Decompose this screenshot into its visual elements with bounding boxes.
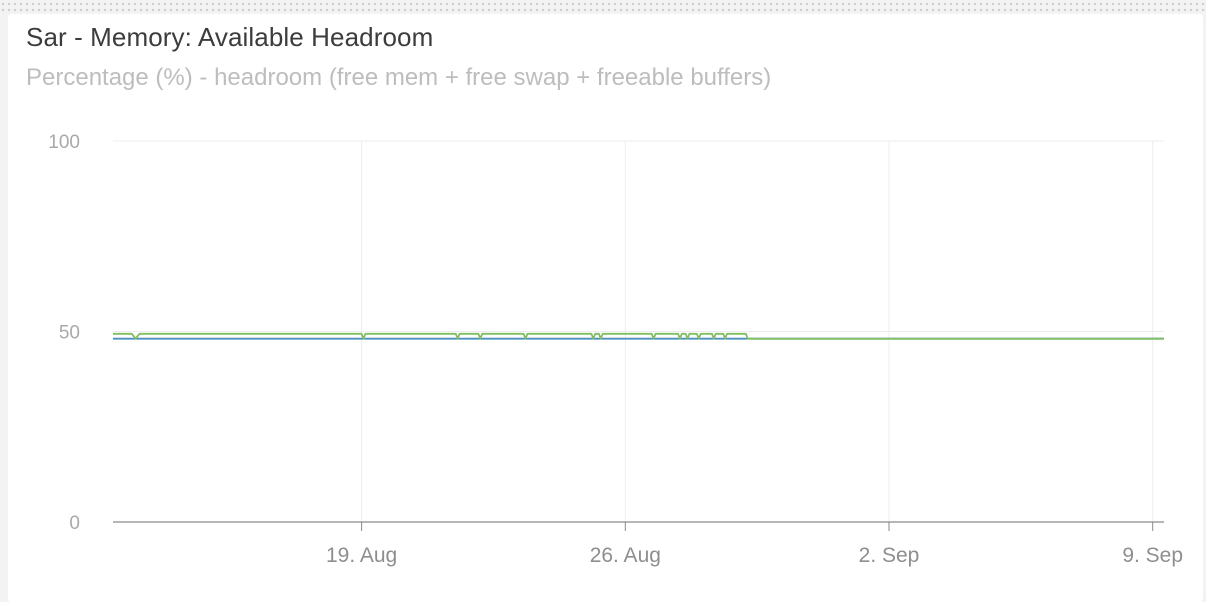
x-tick-label: 19. Aug [326,544,397,567]
chart-panel [8,14,1203,602]
x-tick-label: 9. Sep [1122,544,1183,567]
y-tick-label: 0 [69,513,80,534]
y-tick-label: 100 [48,132,80,153]
x-tick-label: 26. Aug [590,544,661,567]
y-tick-label: 50 [59,323,80,344]
dashboard-drag-strip [0,0,1206,12]
x-tick-label: 2. Sep [859,544,920,567]
series-line-headroom-green [113,332,1164,340]
chart-subtitle: Percentage (%) - headroom (free mem + fr… [26,64,772,91]
chart-title: Sar - Memory: Available Headroom [26,22,434,52]
